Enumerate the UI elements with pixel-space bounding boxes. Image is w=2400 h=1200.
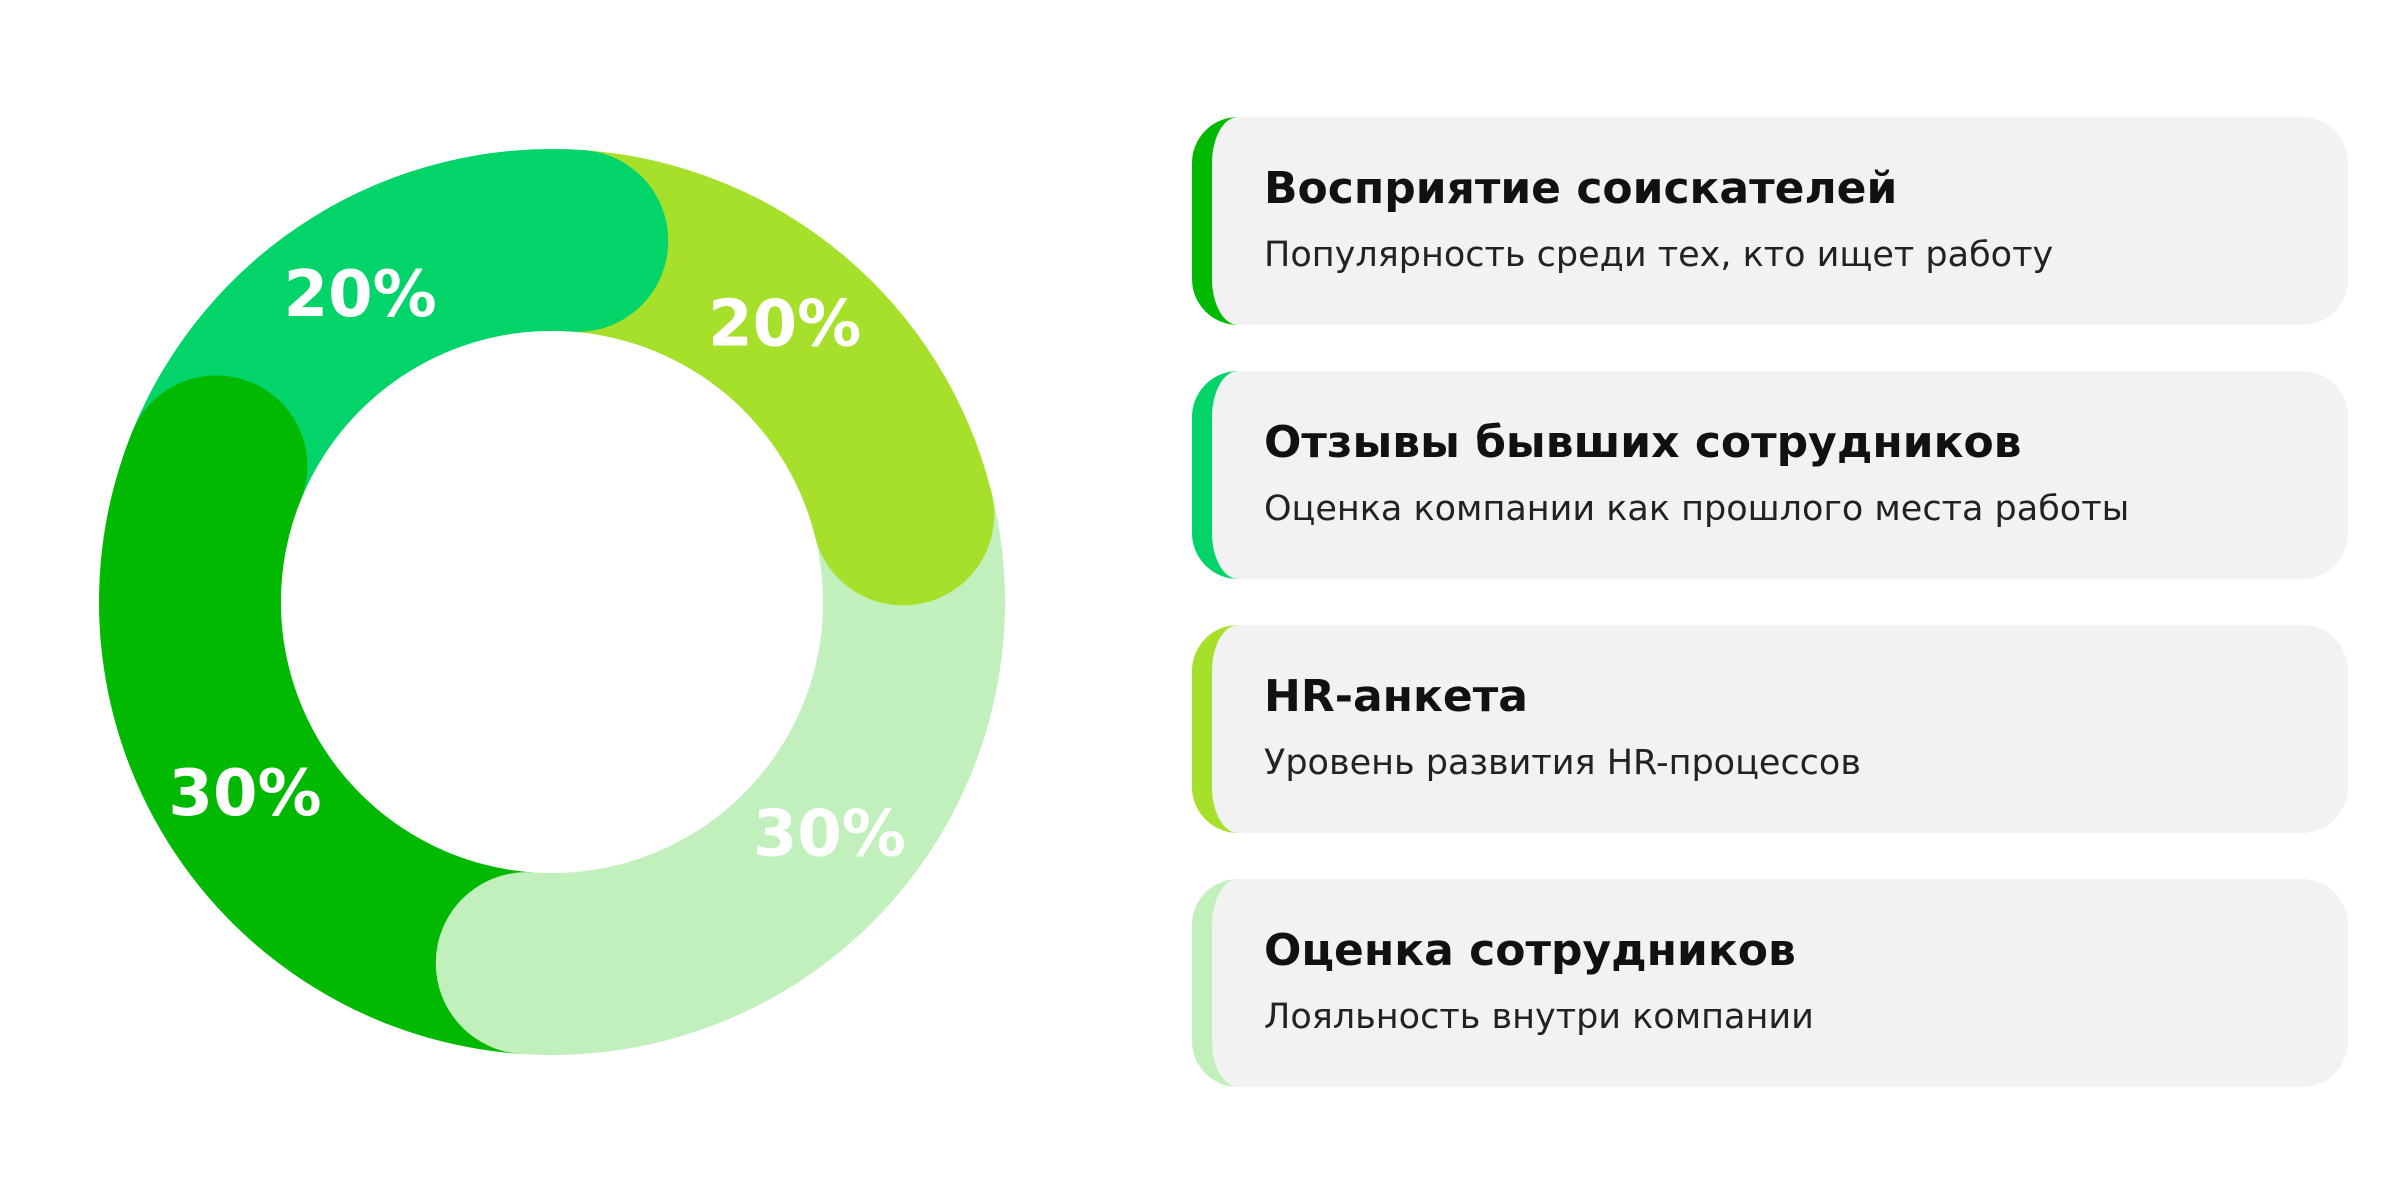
- slice-percent-label: 20%: [708, 288, 861, 362]
- legend-item-former-employee-reviews: Отзывы бывших сотрудников Оценка компани…: [1192, 371, 2348, 579]
- legend-item-description: Популярность среди тех, кто ищет работу: [1264, 235, 2054, 275]
- donut-slice-cap: [486, 149, 669, 332]
- donut-slice-cap: [435, 872, 618, 1055]
- donut-slice-cap: [812, 423, 995, 606]
- slice-percent-label: 20%: [284, 258, 437, 332]
- slice-percent-label: 30%: [753, 798, 906, 872]
- legend: Восприятие соискателей Популярность сред…: [1192, 117, 2348, 1133]
- legend-item-title: Отзывы бывших сотрудников: [1264, 417, 2022, 468]
- donut-chart: 20% 20% 30% 30%: [98, 149, 1005, 1055]
- slice-percent-label: 30%: [168, 757, 321, 831]
- legend-item-title: Оценка сотрудников: [1264, 925, 1796, 976]
- donut-slice: [520, 492, 1005, 1055]
- legend-item-description: Лояльность внутри компании: [1264, 997, 1814, 1037]
- legend-item-description: Уровень развития HR-процессов: [1264, 743, 1861, 783]
- legend-item-title: HR-анкета: [1264, 671, 1528, 722]
- legend-item-description: Оценка компании как прошлого места работ…: [1264, 489, 2130, 529]
- donut-slice: [98, 432, 534, 1054]
- legend-item-hr-survey: HR-анкета Уровень развития HR-процессов: [1192, 625, 2348, 833]
- legend-item-candidate-perception: Восприятие соискателей Популярность сред…: [1192, 117, 2348, 325]
- donut-slice-cap: [125, 375, 308, 558]
- legend-item-title: Восприятие соискателей: [1264, 163, 1898, 214]
- legend-item-employee-assessment: Оценка сотрудников Лояльность внутри ком…: [1192, 879, 2348, 1087]
- donut-hole: [281, 331, 823, 873]
